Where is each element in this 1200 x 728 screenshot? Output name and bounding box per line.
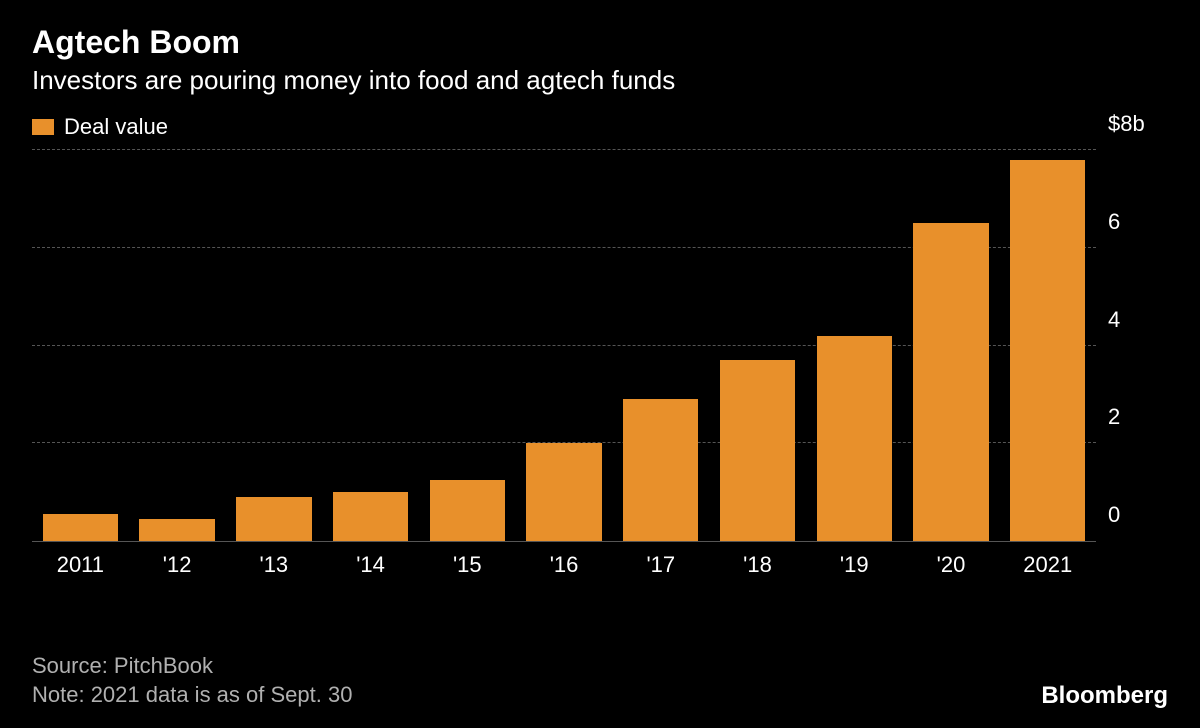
x-tick-label: '12 xyxy=(129,542,226,582)
bar xyxy=(623,399,698,541)
x-tick-label: 2021 xyxy=(999,542,1096,582)
bar-slot xyxy=(999,150,1096,541)
bar-slot xyxy=(129,150,226,541)
chart-title: Agtech Boom xyxy=(32,24,1168,61)
y-tick-label: 6 xyxy=(1096,209,1120,235)
bar-slot xyxy=(322,150,419,541)
bar xyxy=(430,480,505,541)
bar xyxy=(526,443,601,541)
chart-footer: Source: PitchBook Note: 2021 data is as … xyxy=(32,651,1168,710)
legend: Deal value xyxy=(32,114,1168,140)
bar-slot xyxy=(419,150,516,541)
bar xyxy=(817,336,892,541)
y-tick-label: 4 xyxy=(1096,307,1120,333)
source-text: Source: PitchBook xyxy=(32,651,1168,681)
x-tick-label: 2011 xyxy=(32,542,129,582)
bar-slot xyxy=(903,150,1000,541)
bar xyxy=(43,514,118,541)
x-tick-label: '16 xyxy=(516,542,613,582)
bar xyxy=(236,497,311,541)
chart-container: Agtech Boom Investors are pouring money … xyxy=(0,0,1200,728)
bar xyxy=(139,519,214,541)
bar-slot xyxy=(612,150,709,541)
brand-text: Bloomberg xyxy=(1041,682,1168,710)
x-tick-label: '14 xyxy=(322,542,419,582)
legend-swatch xyxy=(32,119,54,135)
legend-label: Deal value xyxy=(64,114,168,140)
x-tick-label: '15 xyxy=(419,542,516,582)
plot-area: 0246$8b xyxy=(32,150,1096,542)
y-tick-label: $8b xyxy=(1096,111,1145,137)
bar-slot xyxy=(32,150,129,541)
y-tick-label: 0 xyxy=(1096,502,1120,528)
bar-slot xyxy=(516,150,613,541)
x-tick-label: '18 xyxy=(709,542,806,582)
note-text: Note: 2021 data is as of Sept. 30 xyxy=(32,680,1168,710)
chart-area: 0246$8b 2011'12'13'14'15'16'17'18'19'202… xyxy=(32,150,1168,582)
bars-group xyxy=(32,150,1096,541)
x-tick-label: '17 xyxy=(612,542,709,582)
bar xyxy=(720,360,795,541)
bar xyxy=(913,223,988,541)
y-tick-label: 2 xyxy=(1096,404,1120,430)
x-tick-label: '20 xyxy=(903,542,1000,582)
chart-subtitle: Investors are pouring money into food an… xyxy=(32,65,1168,96)
x-tick-label: '13 xyxy=(225,542,322,582)
bar-slot xyxy=(806,150,903,541)
bar xyxy=(1010,160,1085,541)
x-axis-labels: 2011'12'13'14'15'16'17'18'19'202021 xyxy=(32,542,1096,582)
bar-slot xyxy=(709,150,806,541)
bar-slot xyxy=(225,150,322,541)
x-tick-label: '19 xyxy=(806,542,903,582)
bar xyxy=(333,492,408,541)
